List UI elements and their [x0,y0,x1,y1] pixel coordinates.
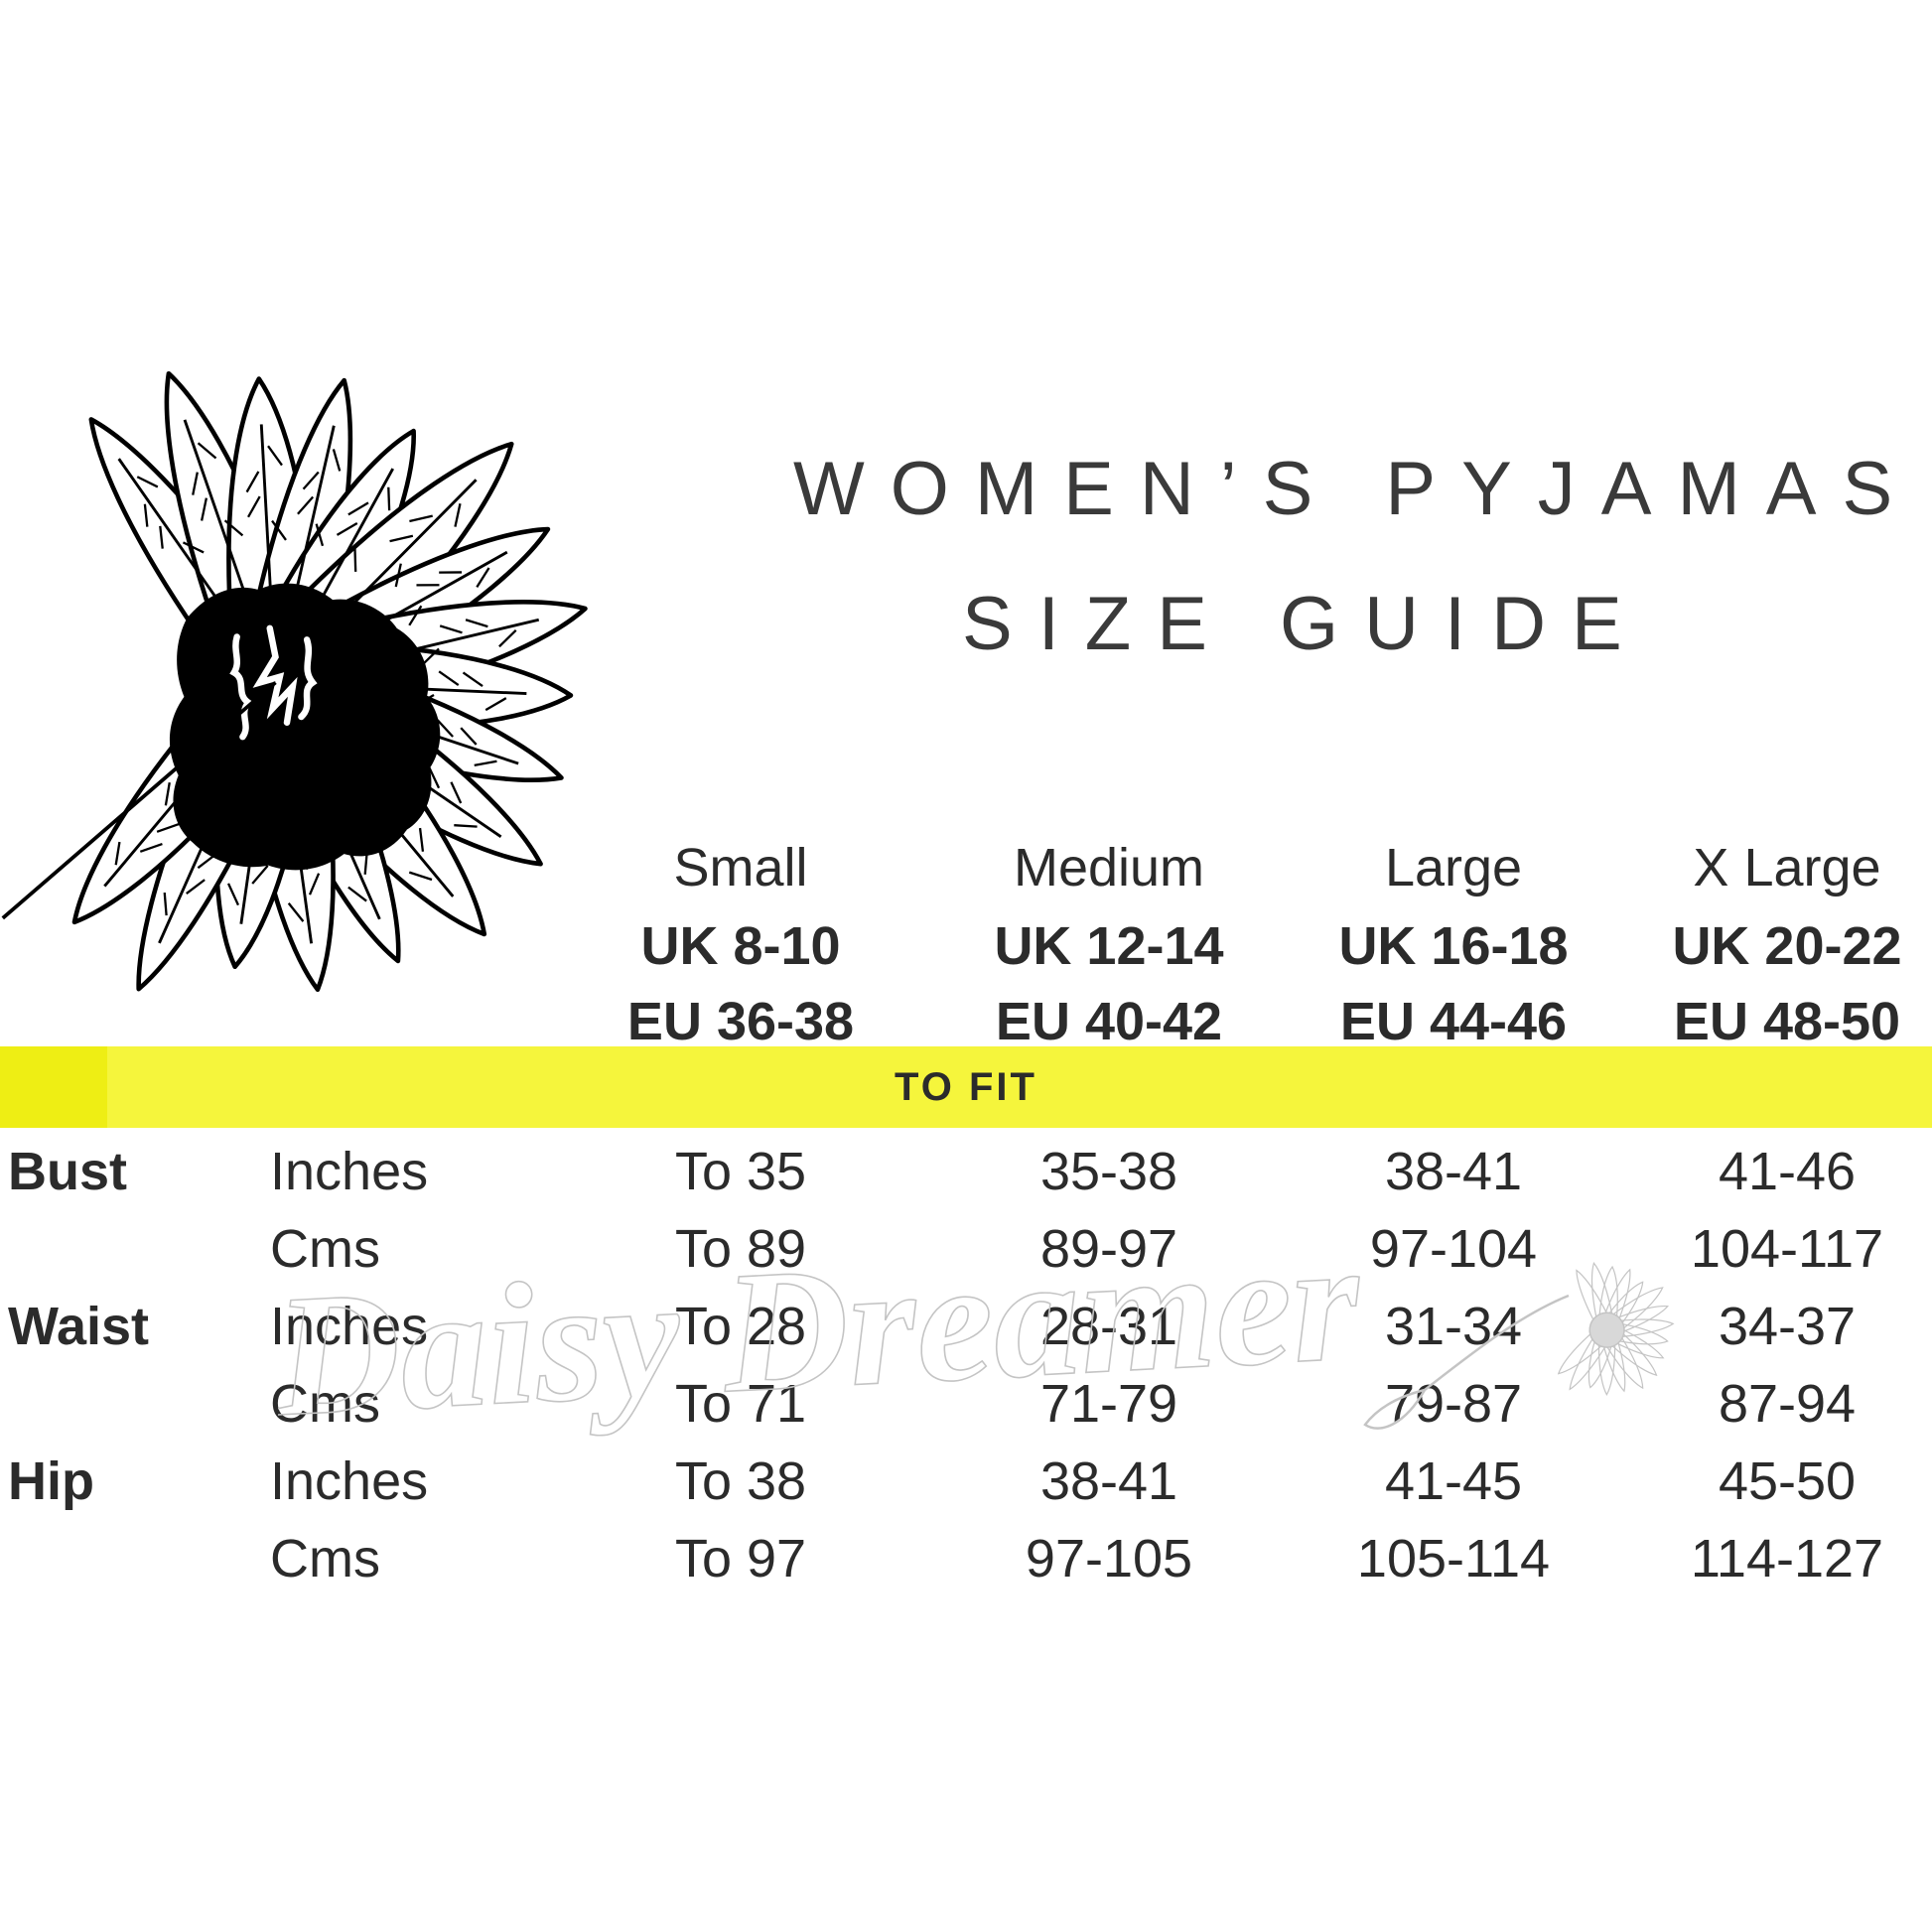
svg-text:Daisy Dreamer: Daisy Dreamer [278,1203,1366,1452]
